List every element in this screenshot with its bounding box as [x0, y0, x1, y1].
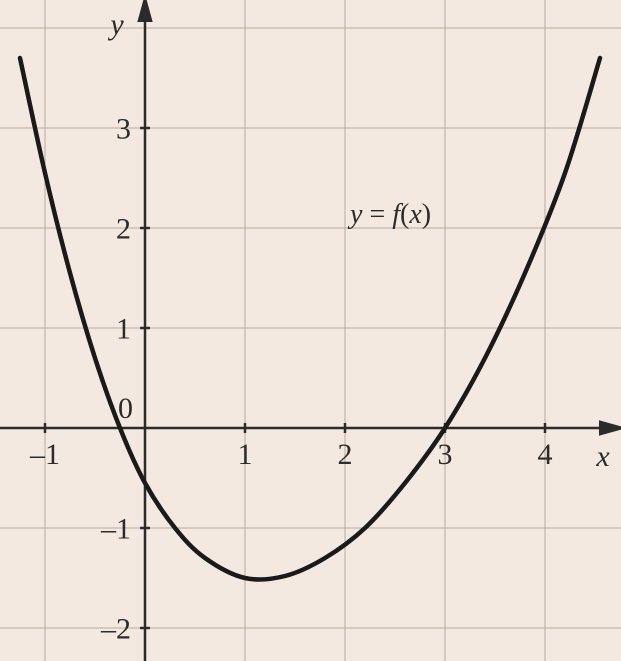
y-tick-label: –1	[100, 513, 131, 546]
y-tick-label: 2	[116, 213, 131, 246]
origin-label: 0	[118, 392, 133, 425]
chart-background	[0, 0, 621, 661]
x-tick-label: 1	[238, 438, 253, 471]
y-tick-label: 3	[116, 113, 131, 146]
x-tick-label: –1	[29, 438, 60, 471]
x-tick-label: 2	[338, 438, 353, 471]
y-tick-label: –2	[100, 613, 131, 646]
x-axis-label: x	[595, 440, 610, 473]
x-tick-label: 3	[438, 438, 453, 471]
y-tick-label: 1	[116, 313, 131, 346]
curve-label: y = f(x)	[347, 199, 431, 230]
function-graph: –1 1 2 3 4 –2 –1 1 2 3 0 x y y = f(x)	[0, 0, 621, 661]
y-axis-label: y	[107, 8, 124, 41]
x-tick-label: 4	[538, 438, 553, 471]
